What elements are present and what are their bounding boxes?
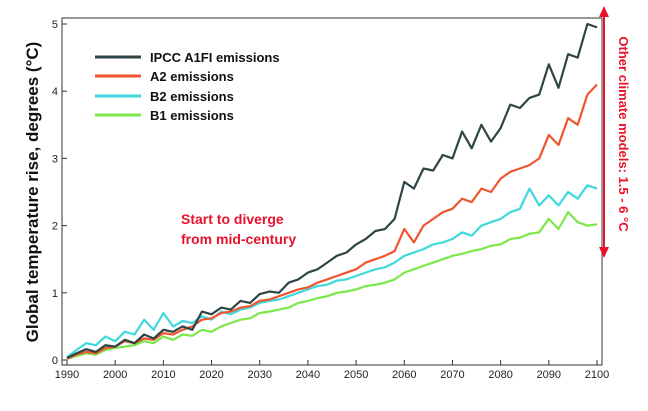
x-tick-label: 2090 [537, 369, 561, 381]
y-tick-label: 1 [52, 288, 58, 300]
legend: IPCC A1FI emissions A2 emissions B2 emis… [95, 50, 280, 123]
x-tick-label: 1990 [55, 369, 79, 381]
diverge-annotation-line2: from mid-century [181, 231, 296, 247]
x-tick-label: 2050 [344, 369, 368, 381]
arrow-down-icon [599, 247, 609, 258]
series-lines [66, 22, 598, 360]
y-axis-label: Global temperature rise, degrees (°C) [23, 42, 42, 343]
legend-label-a2: A2 emissions [150, 69, 234, 84]
y-tick-label: 2 [52, 221, 58, 233]
legend-label-b1: B1 emissions [150, 108, 234, 123]
x-tick-label: 2020 [199, 369, 223, 381]
x-tick-label: 2080 [488, 369, 512, 381]
y-tick-label: 3 [52, 153, 58, 165]
model-range-label: Other climate models: 1.5 - 6 °C [616, 36, 631, 232]
x-axis: 1990 2000 2010 2020 2030 2040 2050 2060 2070 2080… [55, 360, 609, 381]
legend-label-a1fi: IPCC A1FI emissions [150, 50, 280, 65]
y-tick-label: 5 [52, 19, 58, 31]
x-tick-label: 2040 [296, 369, 320, 381]
y-tick-label: 0 [52, 355, 58, 367]
series-line-b1 [66, 211, 598, 360]
x-tick-label: 2030 [247, 369, 271, 381]
series-line-b2 [66, 184, 598, 359]
x-tick-label: 2100 [585, 369, 609, 381]
x-tick-label: 2010 [151, 369, 175, 381]
model-range-arrow [599, 6, 609, 258]
diverge-annotation-line1: Start to diverge [181, 211, 284, 227]
arrow-up-icon [599, 6, 609, 17]
y-tick-label: 4 [52, 86, 58, 98]
legend-label-b2: B2 emissions [150, 89, 234, 104]
plot-frame [61, 17, 603, 366]
series-line-a1fi [66, 22, 598, 359]
x-tick-label: 2060 [392, 369, 416, 381]
y-axis: 0 1 2 3 4 5 [52, 19, 67, 367]
x-tick-label: 2070 [440, 369, 464, 381]
x-tick-label: 2000 [103, 369, 127, 381]
series-line-a2 [66, 83, 598, 360]
